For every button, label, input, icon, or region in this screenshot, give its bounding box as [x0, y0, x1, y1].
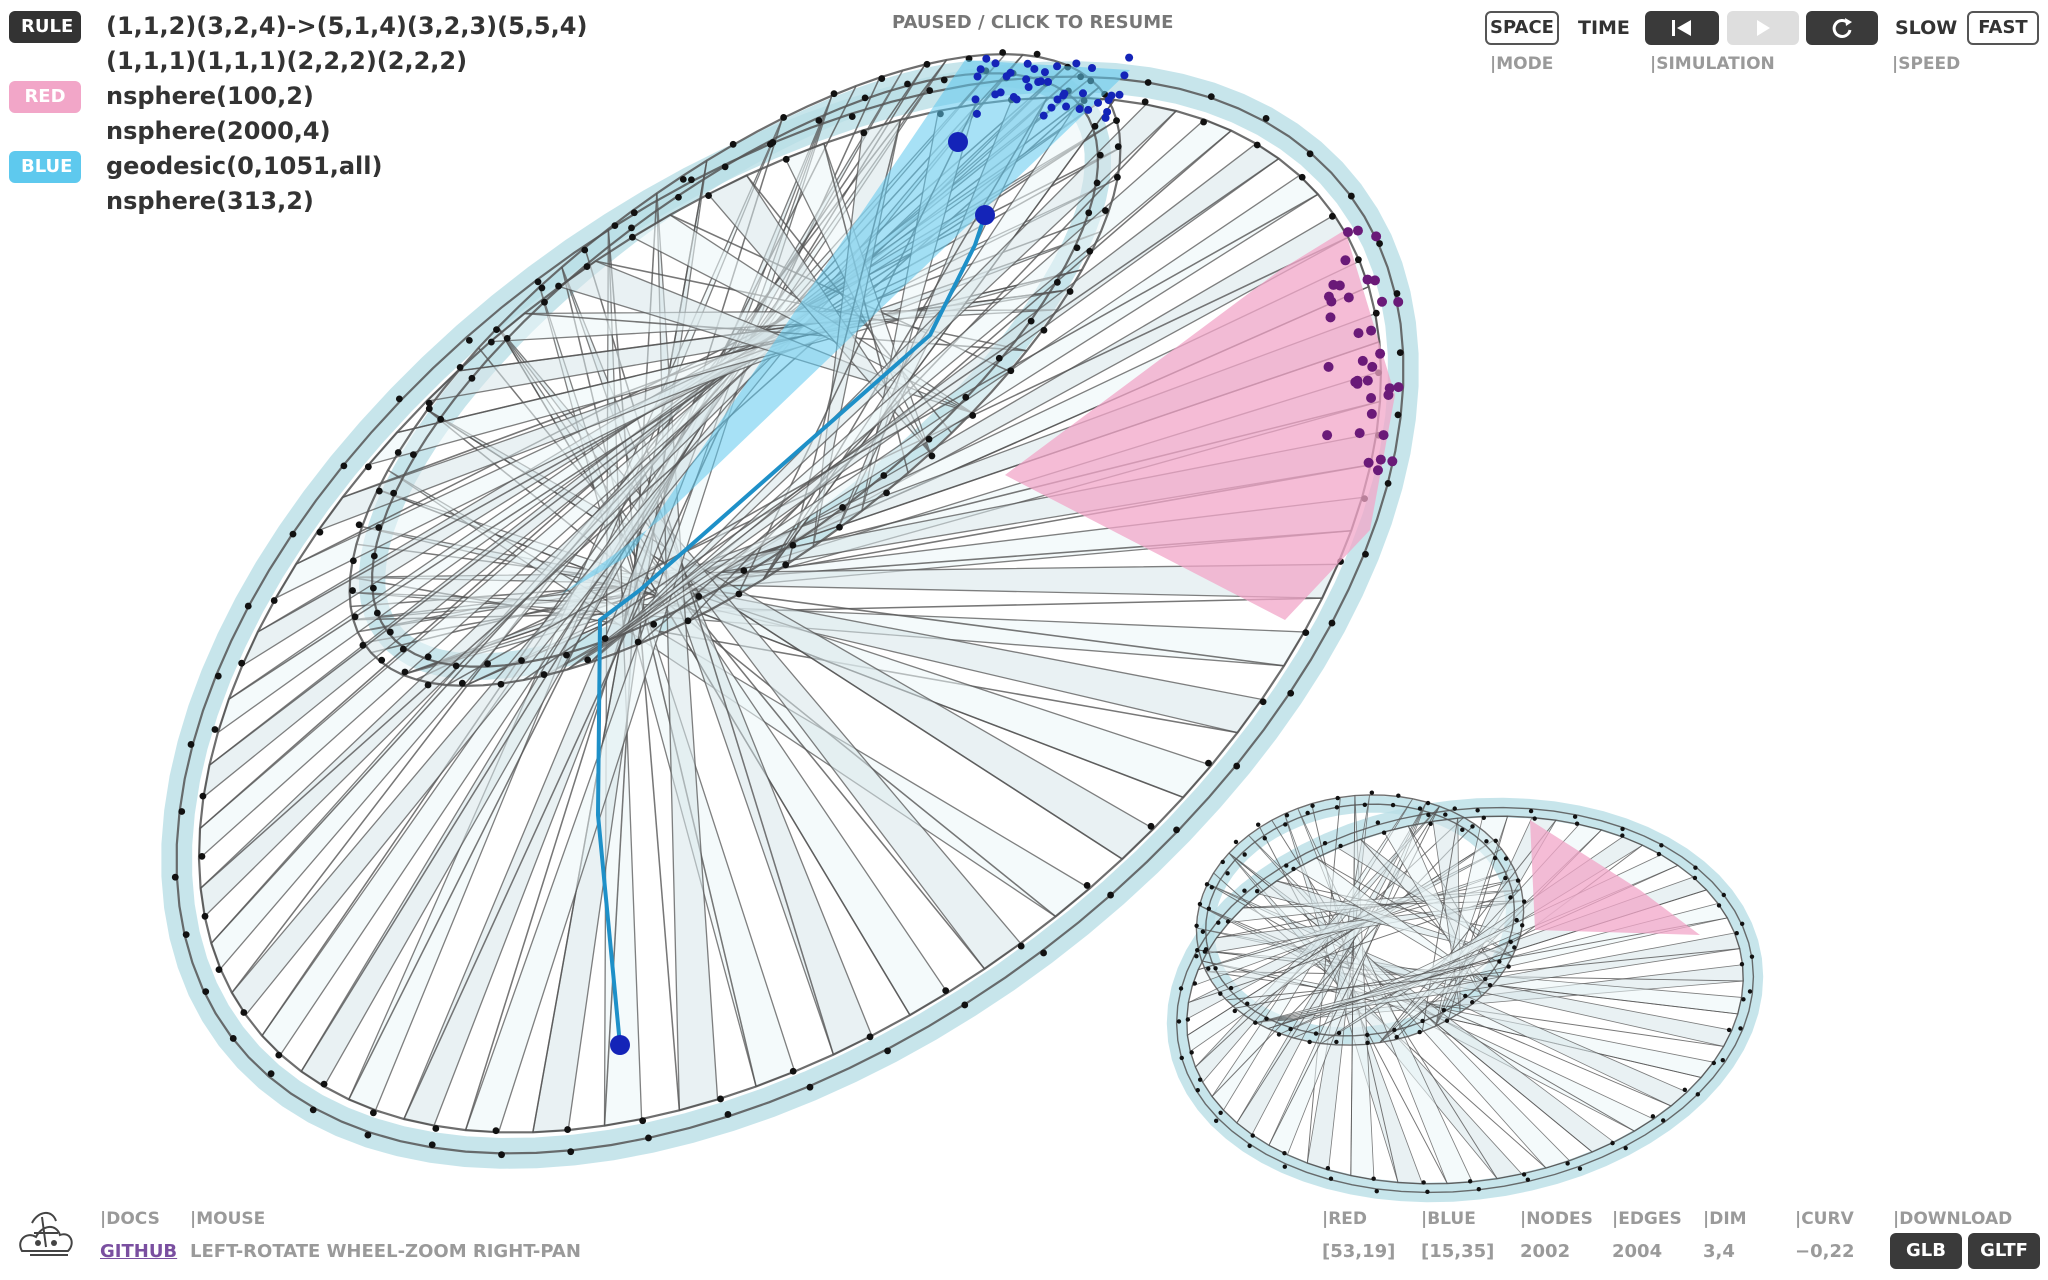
github-link[interactable]: GITHUB: [100, 1241, 178, 1262]
rule-text-line1[interactable]: (1,1,2)(3,2,4)->(5,1,4)(3,2,3)(5,5,4): [106, 12, 588, 40]
rule-badge[interactable]: RULE: [9, 11, 81, 43]
stat-red-value: [53,19]: [1322, 1241, 1396, 1262]
stat-blue-label: |BLUE: [1421, 1209, 1476, 1229]
blue-badge[interactable]: BLUE: [9, 151, 81, 183]
play-button[interactable]: [1727, 11, 1799, 45]
blue-command-line2[interactable]: nsphere(313,2): [106, 187, 314, 215]
stat-nodes-value: 2002: [1520, 1241, 1571, 1262]
speed-slow[interactable]: SLOW: [1895, 17, 1958, 39]
glb-download-button[interactable]: GLB: [1890, 1233, 1962, 1269]
skip-back-icon: [1672, 20, 1691, 36]
simulation-caption: |SIMULATION: [1650, 54, 1775, 74]
play-icon: [1757, 20, 1770, 36]
stat-edges-value: 2004: [1612, 1241, 1663, 1262]
stat-dim-value: 3,4: [1703, 1241, 1735, 1262]
skip-back-button[interactable]: [1645, 11, 1719, 45]
red-command-line1[interactable]: nsphere(100,2): [106, 82, 314, 110]
speed-fast-button[interactable]: FAST: [1967, 11, 2039, 45]
stat-edges-label: |EDGES: [1612, 1209, 1682, 1229]
mouse-help: LEFT-ROTATE WHEEL-ZOOM RIGHT-PAN: [190, 1241, 581, 1262]
red-command-line2[interactable]: nsphere(2000,4): [106, 117, 331, 145]
logo-icon: [19, 1212, 73, 1256]
gltf-download-button[interactable]: GLTF: [1968, 1233, 2040, 1269]
red-badge[interactable]: RED: [9, 81, 81, 113]
large-hypergraph-shell: [161, 49, 1419, 1169]
time-mode-toggle[interactable]: TIME: [1578, 17, 1630, 39]
stat-red-label: |RED: [1322, 1209, 1368, 1229]
restart-button[interactable]: [1806, 11, 1878, 45]
small-hypergraph-shell: [1166, 790, 1764, 1203]
blue-command-line1[interactable]: geodesic(0,1051,all): [106, 152, 383, 180]
restart-icon: [1832, 18, 1852, 38]
rule-text-line2[interactable]: (1,1,1)(1,1,1)(2,2,2)(2,2,2): [106, 47, 468, 75]
speed-caption: |SPEED: [1892, 54, 1961, 74]
stat-curv-value: −0,22: [1795, 1241, 1855, 1262]
stat-nodes-label: |NODES: [1520, 1209, 1593, 1229]
mouse-label: |MOUSE: [190, 1209, 266, 1229]
mode-caption: |MODE: [1490, 54, 1554, 74]
stat-dim-label: |DIM: [1703, 1209, 1747, 1229]
status-paused[interactable]: PAUSED / CLICK TO RESUME: [892, 12, 1174, 33]
space-mode-button[interactable]: SPACE: [1485, 11, 1559, 45]
download-label: |DOWNLOAD: [1893, 1209, 2013, 1229]
stat-blue-value: [15,35]: [1421, 1241, 1495, 1262]
stat-curv-label: |CURV: [1795, 1209, 1854, 1229]
docs-label: |DOCS: [100, 1209, 160, 1229]
